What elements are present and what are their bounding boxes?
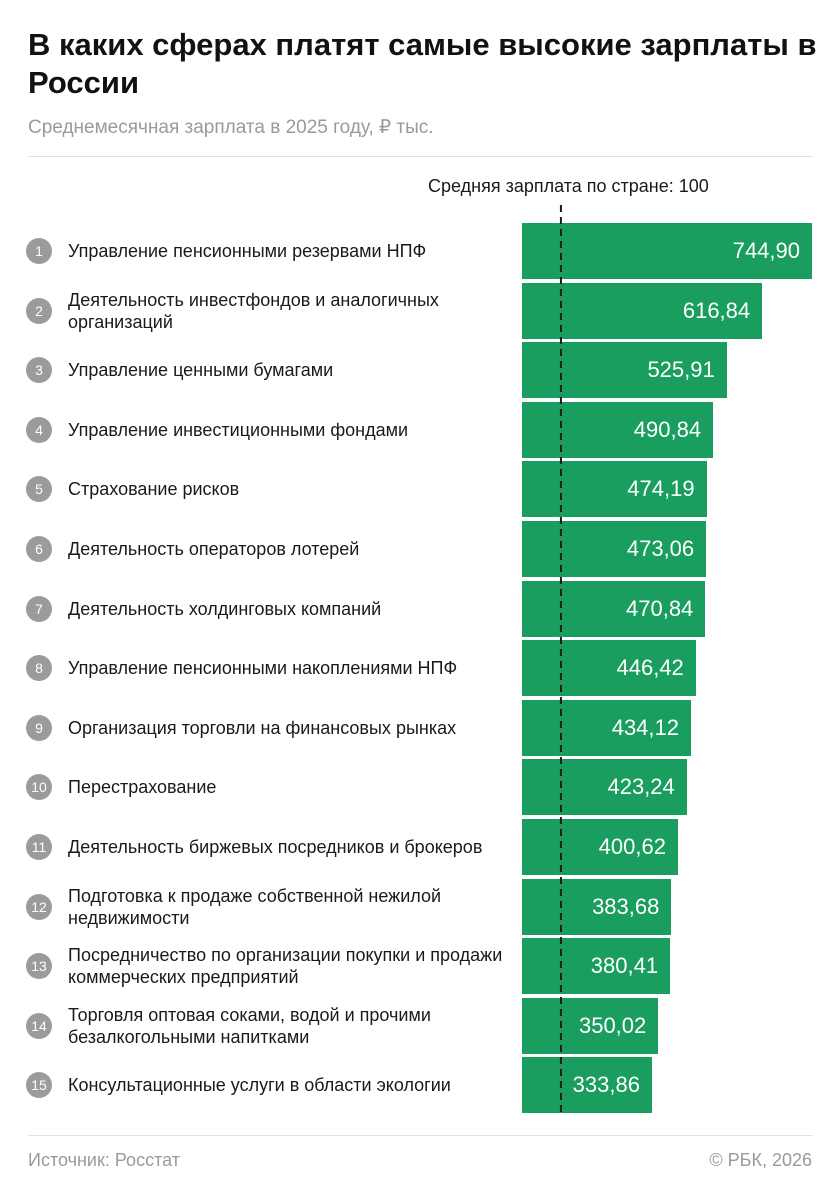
category-label: Деятельность биржевых посредников и брок… [68,837,483,857]
bar [522,640,696,697]
category-label: Деятельность операторов лотерей [68,539,360,559]
rank-badge: 3 [26,357,52,384]
bar-value-label: 474,19 [627,476,695,502]
bar [522,282,763,339]
bar-value-label: 423,24 [607,774,675,800]
category-label: Деятельность инвестфондов и аналогичных … [68,289,439,332]
rank-badge: 14 [26,1012,52,1039]
bar [522,699,691,756]
bar [522,580,706,637]
bar [522,819,678,875]
rank-badge: 15 [26,1072,52,1099]
bar [522,1057,652,1114]
bar [522,342,727,399]
bar [522,461,707,518]
bar-value-label: 744,90 [732,238,800,263]
bar [522,759,687,816]
bar [522,521,707,577]
bar-value-label: 616,84 [682,297,751,323]
rank-badge: 6 [26,536,52,562]
bar-value-label: 383,68 [592,893,660,919]
category-label: Организация торговли на финансовых рынка… [68,717,457,738]
category-label: Управление инвестиционными фондами [68,419,409,440]
bar-value-label: 470,84 [626,595,694,621]
rank-badge: 1 [26,238,52,264]
category-label: Управление ценными бумагами [68,360,334,381]
bar-value-label: 446,42 [616,655,684,681]
bar-value-label: 333,86 [572,1072,640,1098]
divider [28,156,813,157]
rank-badge: 9 [26,714,52,741]
category-label: Страхование рисков [68,479,240,500]
average-line-label: Средняя зарплата по стране: 100 [428,176,709,196]
rank-badge: 8 [26,655,52,682]
copyright: © РБК, 2026 [709,1150,812,1170]
source-note: Источник: Росстат [28,1150,180,1170]
category-label: Управление пенсионными накоплениями НПФ [68,658,458,679]
chart-title: В каких сферах платят самые высокие зарп… [28,27,817,100]
bar [522,938,671,995]
bar-value-label: 400,62 [598,834,666,859]
rank-badge: 11 [26,834,52,860]
bar-value-label: 525,91 [647,357,715,383]
category-label: Перестрахование [68,777,217,798]
rank-badge: 5 [26,476,52,503]
footer-divider [28,1135,813,1136]
category-label: Торговля оптовая соками, водой и прочими… [68,1004,431,1047]
rank-badge: 13 [26,953,52,980]
category-label: Деятельность холдинговых компаний [68,598,382,619]
category-label: Посредничество по организации покупки и … [68,945,503,988]
bar-value-label: 380,41 [590,953,659,979]
rank-badge: 12 [26,893,52,920]
rank-badge: 2 [26,297,52,324]
bar [522,401,714,458]
chart-subtitle: Среднемесячная зарплата в 2025 году, ₽ т… [28,117,434,138]
bar-value-label: 490,84 [633,416,702,442]
bar-value-label: 473,06 [626,536,695,561]
bar-value-label: 350,02 [578,1012,647,1038]
rank-badge: 4 [26,416,52,443]
rank-badge: 10 [26,774,52,801]
bar [522,223,812,279]
bar [522,997,659,1054]
bar-value-label: 434,12 [611,714,679,740]
rank-badge: 7 [26,595,52,622]
bar [522,878,672,935]
category-label: Консультационные услуги в области эколог… [68,1075,451,1096]
category-label: Подготовка к продаже собственной нежилой… [68,885,442,928]
category-label: Управление пенсионными резервами НПФ [68,241,427,261]
